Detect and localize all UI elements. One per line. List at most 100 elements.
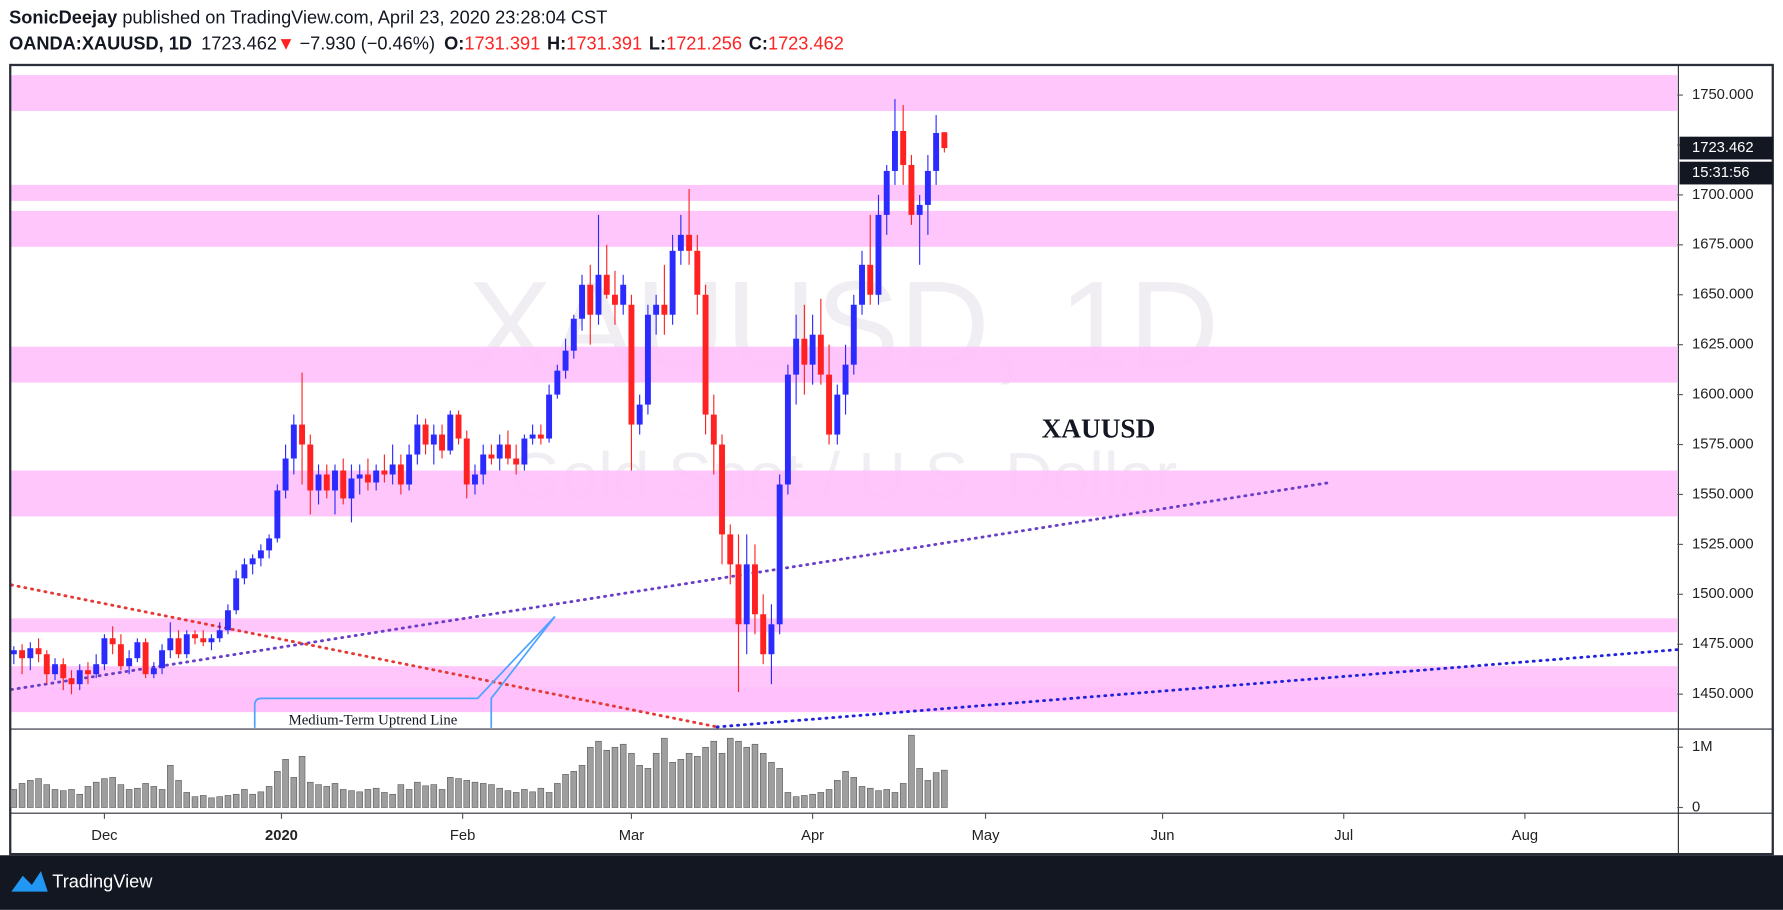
author[interactable]: SonicDeejay [9, 7, 118, 27]
candle-body [233, 578, 240, 611]
volume-bar [694, 755, 701, 808]
volume-bar [274, 771, 281, 808]
candle-body [175, 638, 182, 655]
candle-body [603, 274, 610, 295]
volume-bar [768, 762, 775, 808]
volume-bar [43, 784, 51, 808]
volume-bar [875, 790, 882, 808]
volume-bar [554, 783, 561, 808]
volume-bar [669, 762, 676, 808]
y-tick-label: 1675.000 [1692, 237, 1754, 253]
volume-bar [68, 789, 75, 808]
volume-bar [265, 786, 273, 808]
candle-body [513, 458, 520, 465]
candle-body [883, 170, 890, 215]
candle-body [908, 164, 915, 215]
candle-body [669, 250, 676, 315]
callout-text: Medium-Term Uptrend Line [289, 712, 458, 728]
volume-bar [109, 777, 116, 808]
volume-bar [603, 749, 610, 808]
y-tick-label: 1625.000 [1692, 337, 1754, 353]
candle-body [554, 370, 561, 395]
volume-bar [27, 780, 34, 808]
volume-bar [422, 785, 429, 808]
candle-body [933, 133, 940, 171]
candle-body [546, 394, 553, 439]
volume-bar [18, 783, 26, 808]
volume-bar [751, 743, 759, 808]
candle-body [340, 470, 347, 499]
candle-body [373, 470, 380, 483]
candle-body [381, 470, 388, 475]
candle-body [472, 474, 478, 485]
volume-bar [51, 789, 59, 808]
ohlc: O:1731.391 H:1731.391 L:1721.256 C:1723.462 [444, 33, 844, 53]
volume-bar [759, 752, 767, 808]
candle-body [891, 131, 898, 171]
candle-body [900, 131, 907, 165]
candle-body [867, 264, 874, 295]
brand[interactable]: TradingView [52, 871, 153, 891]
candle-body [735, 564, 742, 625]
volume-bar [636, 765, 643, 808]
candle-body [150, 668, 157, 675]
volume-bar [142, 783, 149, 808]
candle-body [93, 664, 100, 675]
x-tick-label: Feb [450, 828, 475, 844]
volume-bar [298, 755, 306, 808]
volume-bar [496, 787, 503, 808]
candle-body [562, 350, 569, 371]
volume-bar [488, 784, 495, 808]
trend-line [9, 481, 1331, 691]
volume-bar [619, 743, 627, 808]
candle-body [587, 284, 594, 315]
candle-body [35, 648, 42, 655]
candle-body [859, 264, 865, 305]
zone [11, 75, 1678, 112]
volume-bar [290, 777, 298, 808]
volume-bar [167, 765, 174, 808]
volume-bar [685, 752, 693, 808]
candle-body [414, 424, 421, 455]
candle-body [694, 250, 701, 295]
volume-bar [183, 792, 191, 808]
volume-bar [199, 795, 207, 808]
candle-body [661, 304, 668, 315]
x-tick-label: Dec [91, 828, 117, 844]
volume-tick-label: 0 [1692, 799, 1700, 815]
volume-bar [529, 791, 536, 808]
candle-body [570, 318, 577, 351]
volume-tick-label: 1M [1692, 739, 1713, 755]
ohlc-value: 1731.391 [566, 33, 642, 53]
candle-body [875, 214, 882, 295]
candle-body [447, 414, 454, 451]
zone [11, 470, 1678, 517]
candle-body [274, 490, 281, 539]
y-tick-label: 1575.000 [1692, 436, 1754, 452]
volume-bar [677, 759, 685, 808]
ohlc-value: 1731.391 [464, 33, 540, 53]
volume-bar [735, 740, 742, 808]
candle-body [743, 564, 750, 625]
volume-bar [801, 795, 808, 808]
volume-bar [463, 780, 470, 808]
volume-bar [381, 792, 388, 808]
y-tick-label: 1475.000 [1692, 636, 1754, 652]
volume-bar [76, 793, 83, 808]
x-tick-label: 2020 [265, 828, 298, 844]
volume-bar [562, 774, 569, 808]
volume-bar [414, 781, 421, 808]
y-tick-label: 1750.000 [1692, 87, 1754, 103]
candle-body [817, 334, 824, 375]
candle-body [43, 654, 50, 675]
candle-body [834, 394, 841, 435]
volume-bar [35, 778, 42, 808]
candle-body [784, 374, 791, 485]
volume-bar [455, 778, 462, 808]
candle-body [241, 564, 248, 579]
volume-bar [134, 787, 141, 808]
candle-body [719, 444, 725, 535]
candle-body [686, 234, 693, 251]
